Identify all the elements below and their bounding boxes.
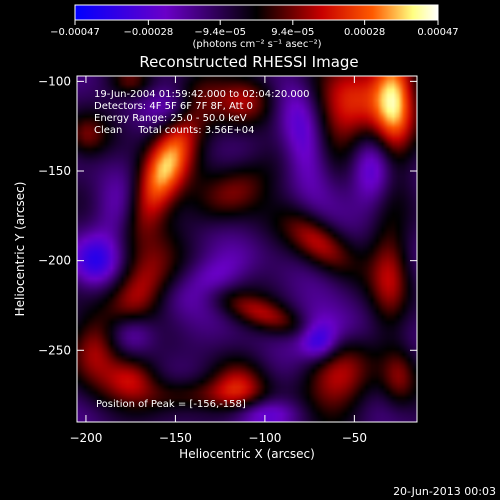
y-tick-label: −150 [38, 164, 71, 178]
plot-frame [76, 75, 418, 423]
y-tick-label: −250 [38, 343, 71, 357]
x-tick-label: −150 [159, 431, 192, 445]
x-tick-label: −100 [248, 431, 281, 445]
colorbar-units-label: (photons cm⁻² s⁻¹ asec⁻²) [192, 39, 321, 50]
colorbar-tick-label: 9.4e−05 [271, 27, 314, 38]
y-axis-label: Heliocentric Y (arcsec) [13, 182, 27, 317]
y-tick-label: −200 [38, 254, 71, 268]
colorbar-tick-label: −0.00047 [50, 27, 100, 38]
x-axis-label: Heliocentric X (arcsec) [179, 447, 315, 461]
colorbar-tick-label: −0.00028 [124, 27, 174, 38]
annotation-energy-range: Energy Range: 25.0 - 50.0 keV [94, 113, 247, 124]
annotation-detectors: Detectors: 4F 5F 6F 7F 8F, Att 0 [94, 101, 253, 112]
annotations: 19-Jun-2004 01:59:42.000 to 02:04:20.000… [94, 89, 310, 410]
y-tick-label: −100 [38, 74, 71, 88]
colorbar-gradient [75, 5, 438, 20]
annotation-clean-counts: Clean Total counts: 3.56E+04 [94, 125, 254, 136]
x-tick-label: −50 [342, 431, 367, 445]
chart-title: Reconstructed RHESSI Image [139, 53, 358, 71]
heatmap-image [77, 76, 417, 422]
axis-ticks: −200 −150 −100 −50 −100 −150 −200 −250 [38, 74, 417, 445]
colorbar-tick-label: 0.00047 [417, 27, 458, 38]
plot-area: −200 −150 −100 −50 −100 −150 −200 −250 [38, 74, 418, 445]
colorbar-ticks: −0.00047 −0.00028 −9.4e−05 9.4e−05 0.00028 0.… [50, 20, 459, 38]
colorbar-tick-label: 0.00028 [344, 27, 385, 38]
colorbar-tick-label: −9.4e−05 [194, 27, 246, 38]
annotation-peak-position: Position of Peak = [-156,-158] [96, 399, 246, 410]
colorbar: −0.00047 −0.00028 −9.4e−05 9.4e−05 0.00028 0.… [50, 4, 459, 50]
annotation-time-range: 19-Jun-2004 01:59:42.000 to 02:04:20.000 [94, 89, 310, 100]
footer-timestamp: 20-Jun-2013 00:03 [393, 485, 496, 498]
x-tick-label: −200 [69, 431, 102, 445]
colorbar-frame [74, 4, 439, 21]
